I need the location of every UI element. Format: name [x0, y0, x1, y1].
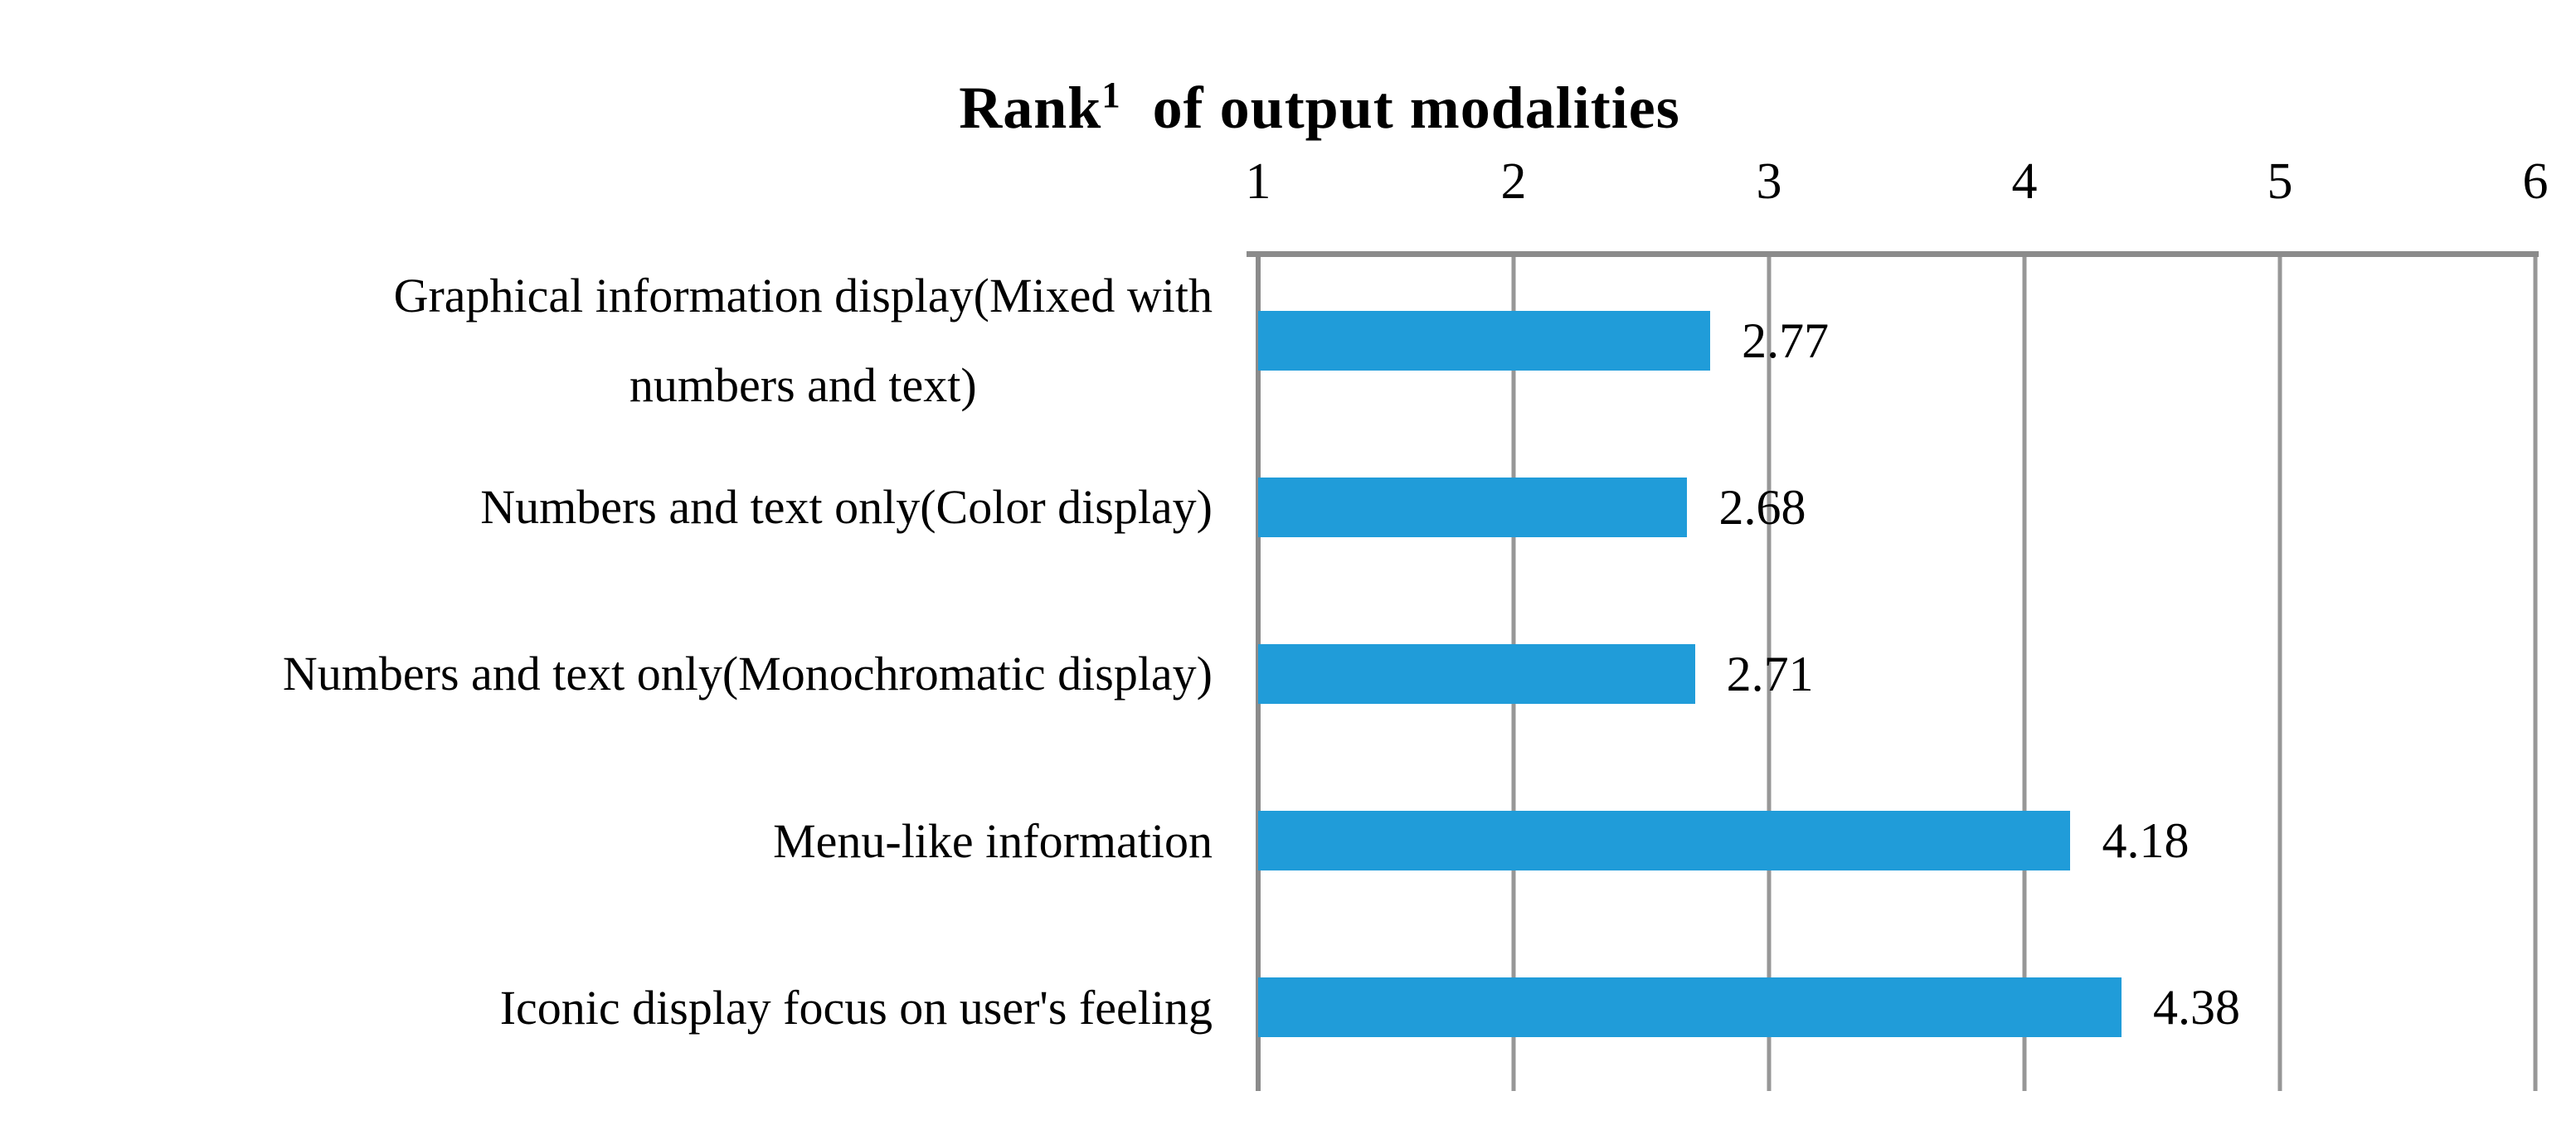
bar-row: 2.68	[1258, 424, 2535, 590]
chart-title-rest: of output modalities	[1120, 75, 1680, 141]
bar	[1258, 811, 2071, 871]
title-superscript-footnote-marker: 1	[1101, 74, 1121, 115]
bar-value-label: 2.77	[1742, 313, 1830, 368]
category-label: Menu-like information	[773, 813, 1213, 868]
chart-title: Rank1 of output modalities	[0, 5, 2576, 211]
bar	[1258, 977, 2122, 1038]
category-label-row: Menu-like information	[0, 758, 1213, 924]
x-tick-label-3: 3	[1756, 153, 1782, 210]
bar	[1258, 310, 1711, 371]
x-tick-label-1: 1	[1245, 153, 1271, 210]
x-tick-label-6: 6	[2522, 153, 2549, 210]
category-label: Iconic display focus on user's feeling	[499, 980, 1213, 1035]
bar-row: 4.18	[1258, 758, 2535, 924]
gridline-3	[1767, 257, 1772, 1091]
chart-title-text: Rank	[959, 75, 1102, 141]
gridline-5	[2277, 257, 2282, 1091]
x-axis-ticks: 1 2 3 4 5 6	[1246, 124, 2549, 210]
bar-value-label: 4.38	[2153, 980, 2241, 1035]
plot-top-border	[1247, 251, 2539, 257]
gridline-4	[2022, 257, 2027, 1091]
bar-value-label: 2.71	[1726, 646, 1814, 701]
bar	[1258, 643, 1695, 704]
category-axis-labels: Graphical information display(Mixed with…	[0, 257, 1213, 1091]
gridline-6	[2533, 257, 2538, 1091]
x-tick-label-2: 2	[1500, 153, 1527, 210]
x-tick-label-5: 5	[2267, 153, 2293, 210]
category-label: Numbers and text only(Monochromatic disp…	[282, 647, 1213, 701]
category-label-row: Numbers and text only(Monochromatic disp…	[0, 590, 1213, 757]
bar-row: 2.71	[1258, 590, 2535, 757]
bar-value-label: 2.68	[1718, 479, 1806, 535]
category-label: Graphical information display(Mixed with…	[393, 269, 1213, 412]
x-tick-label-4: 4	[2011, 153, 2038, 210]
bar-row: 2.77	[1258, 257, 2535, 424]
category-label-row: Numbers and text only(Color display)	[0, 424, 1213, 590]
plot-area: 2.77 2.68 2.71 4.18 4.38	[1247, 251, 2539, 1091]
category-label-row: Graphical information display(Mixed with…	[0, 257, 1213, 424]
bars-area: 2.77 2.68 2.71 4.18 4.38	[1258, 257, 2535, 1091]
bar	[1258, 477, 1688, 537]
category-label-row: Iconic display focus on user's feeling	[0, 924, 1213, 1091]
bar-row: 4.38	[1258, 924, 2535, 1091]
bar-value-label: 4.18	[2102, 813, 2190, 869]
category-label: Numbers and text only(Color display)	[480, 480, 1213, 535]
